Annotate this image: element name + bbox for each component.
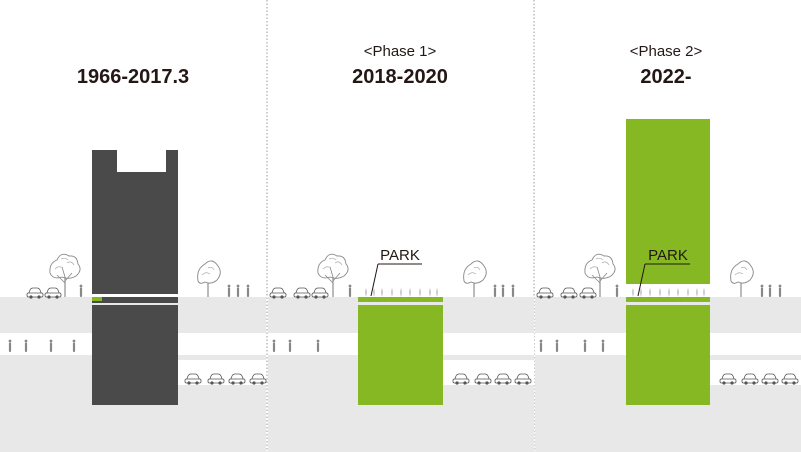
park-grass (365, 288, 438, 297)
cars-surface (536, 287, 597, 300)
panel-phase-2: PARK <Phase 2> 2022- (535, 43, 801, 452)
phase-label-2: <Phase 2> (630, 43, 703, 60)
dark-building (92, 150, 178, 405)
period-label-3: 2022- (640, 66, 691, 88)
park-leader-pointer (370, 263, 379, 297)
panel-1966-2017: 1966-2017.3 (0, 66, 267, 452)
period-label-2: 2018-2020 (352, 66, 448, 88)
green-park (358, 297, 443, 405)
park-label-phase-1: PARK (380, 247, 420, 264)
cars-surface (269, 287, 329, 300)
park-grass (632, 288, 705, 297)
period-label-1: 1966-2017.3 (77, 66, 189, 88)
panel-phase-1: PARK <Phase 1> 2018-2020 (268, 43, 534, 452)
green-tower (626, 119, 710, 405)
park-leader-pointer (637, 263, 646, 297)
park-label-phase-2: PARK (648, 247, 688, 264)
phase-label-1: <Phase 1> (364, 43, 437, 60)
